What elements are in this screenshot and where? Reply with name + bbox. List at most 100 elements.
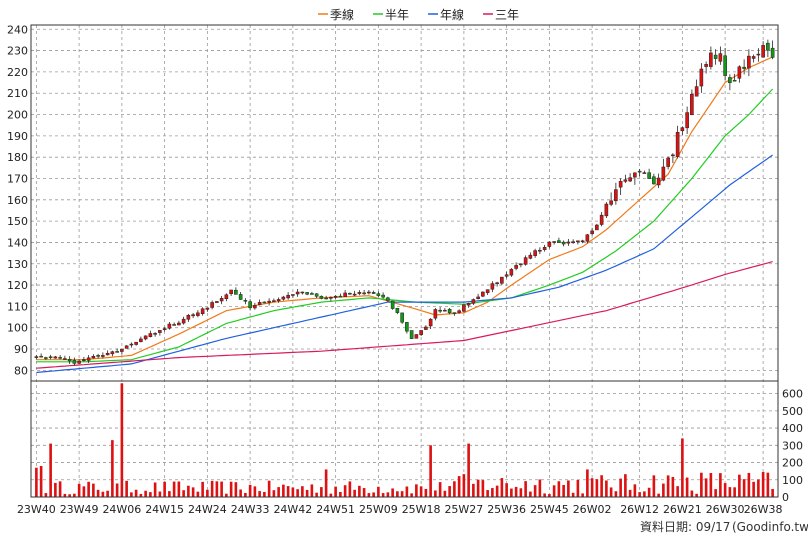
candle-body [723, 55, 727, 76]
candle-body [34, 356, 39, 358]
volume-bar [747, 472, 751, 497]
candle-body [766, 42, 770, 51]
volume-bar [391, 488, 394, 497]
price-tick-label: 90 [14, 343, 28, 356]
volume-bar [87, 481, 90, 497]
volume-bar [448, 486, 451, 497]
candle-body [424, 326, 428, 330]
volume-bar [571, 492, 575, 497]
volume-bar [647, 487, 651, 497]
volume-bar [362, 488, 366, 497]
volume-bar [263, 491, 266, 497]
candle-body [462, 304, 466, 312]
candle-body [281, 296, 286, 300]
volume-bar [733, 487, 736, 497]
volume-bar [253, 486, 257, 497]
week-tick-label: 25W09 [359, 503, 398, 516]
volume-bar [125, 480, 128, 497]
candle-body [324, 297, 328, 300]
volume-bar [225, 493, 228, 497]
volume-bar [315, 492, 318, 497]
candle-body [609, 200, 613, 205]
week-tick-label: 26W02 [573, 503, 612, 516]
candle-body [504, 274, 509, 277]
candle-body [576, 240, 580, 243]
week-tick-label: 23W49 [60, 503, 99, 516]
candle-body [267, 300, 271, 303]
candle-body [490, 283, 495, 290]
volume-bar [372, 492, 375, 497]
candle-body [457, 310, 461, 313]
candle-body [172, 324, 176, 326]
volume-bar [58, 481, 62, 497]
volume-bar [595, 479, 599, 497]
candle-body [519, 263, 523, 266]
price-tick-label: 240 [7, 23, 28, 36]
candle-body [419, 330, 423, 335]
candle-body [158, 330, 162, 333]
week-tick-label: 24W42 [273, 503, 312, 516]
candle-body [44, 357, 48, 359]
volume-bar [690, 490, 694, 497]
candle-body [438, 309, 442, 312]
candle-body [58, 357, 62, 359]
volume-bar [605, 480, 608, 497]
volume-bar [39, 465, 43, 497]
volume-bar [462, 474, 466, 497]
volume-bar [210, 480, 214, 497]
candle-body [642, 172, 647, 174]
candle-body [709, 52, 713, 67]
candle-body [618, 181, 623, 188]
volume-bar [429, 445, 432, 497]
volume-bar [453, 481, 456, 497]
volume-bar [567, 480, 570, 497]
volume-bar [491, 488, 494, 497]
volume-bar [486, 490, 489, 497]
volume-bar [244, 492, 247, 497]
week-tick-label: 24W33 [231, 503, 270, 516]
candle-body [561, 241, 566, 245]
week-axis: 23W40 23W49 24W06 24W15 24W24 24W33 24W42 24W51… [17, 503, 783, 516]
candle-body [542, 247, 547, 250]
volume-bar [538, 479, 542, 497]
legend-label: 年線 [440, 7, 464, 22]
candle-body [143, 335, 148, 340]
candle-body [162, 328, 167, 330]
volume-tick-label: 500 [782, 405, 803, 418]
volume-bar [144, 490, 147, 497]
price-tick-label: 170 [7, 172, 28, 185]
legend-label: 半年 [385, 8, 409, 22]
candle-body [471, 299, 476, 304]
price-tick-label: 180 [7, 151, 28, 164]
volume-bar [153, 482, 157, 497]
candle-body [552, 241, 556, 243]
price-tick-label: 110 [7, 300, 28, 313]
price-tick-label: 120 [7, 279, 28, 292]
volume-bar [396, 491, 399, 497]
volume-bar [320, 487, 323, 497]
candle-body [680, 127, 685, 132]
volume-bar [381, 493, 385, 497]
candle-body [414, 334, 419, 339]
volume-bar [576, 479, 580, 497]
volume-bar [139, 493, 143, 497]
candle-body [291, 294, 295, 296]
candle-body [604, 203, 609, 217]
candle-body [628, 177, 632, 182]
volume-bar [728, 487, 732, 497]
volume-bar [158, 491, 162, 497]
candle-body [656, 177, 661, 186]
candle-body [110, 351, 115, 355]
candle-body [466, 303, 471, 306]
candle-body [595, 224, 599, 231]
volume-bar [324, 469, 328, 497]
candle-body [253, 305, 257, 309]
candle-body [590, 230, 594, 235]
price-plot-area [31, 25, 778, 497]
volume-bar [182, 490, 185, 497]
volume-bar [457, 476, 461, 497]
candle-body [262, 301, 267, 304]
price-tick-label: 140 [7, 236, 28, 249]
volume-bar [524, 481, 527, 497]
volume-bar [657, 493, 660, 497]
